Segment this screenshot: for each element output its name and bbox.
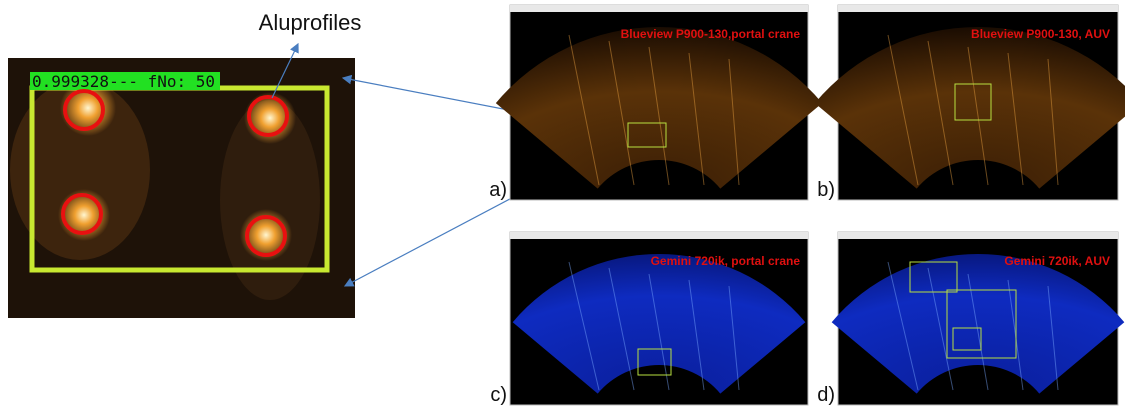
panel-caption: Gemini 720ik, AUV (1004, 254, 1110, 268)
detection-box (909, 261, 958, 293)
panel-caption: Blueview P900-130,portal crane (621, 27, 801, 41)
sonar-fan (814, 27, 1125, 189)
sonar-panel: Gemini 720ik, AUV d) (817, 231, 1125, 406)
sonar-fan (831, 254, 1125, 394)
panel-label: d) (817, 384, 835, 406)
callout-arrow (271, 42, 299, 99)
sonar-streak (648, 273, 670, 391)
sonar-streak (648, 46, 670, 186)
sonar-streak (927, 267, 954, 391)
sonar-panel: Blueview P900-130,portal crane a) (489, 4, 823, 201)
sonar-streak (728, 285, 740, 391)
title-bar (838, 232, 1118, 239)
zoom-image: 0.999328--- fNo: 50 (8, 58, 355, 318)
sonar-streak (927, 40, 954, 186)
title-bar (838, 5, 1118, 12)
sonar-streak (568, 261, 600, 391)
panel-caption: Blueview P900-130, AUV (971, 27, 1110, 41)
panel-label: b) (817, 179, 835, 201)
detection-box (954, 83, 992, 121)
sonar-streak (1007, 52, 1024, 186)
sonar-streak (887, 34, 919, 186)
sonar-streak (967, 46, 989, 186)
title-bar (510, 5, 808, 12)
sonar-streak (608, 267, 635, 391)
panels: Blueview P900-130,portal cranea)Blueview… (489, 4, 1125, 406)
panel-label: a) (489, 179, 507, 201)
sonar-streak (1047, 58, 1059, 186)
sonar-fan (495, 26, 823, 189)
sonar-streak (728, 58, 740, 186)
detection-box (946, 289, 1017, 359)
sonar-panel: Blueview P900-130, AUV b) (814, 4, 1125, 201)
sonar-streak (688, 279, 705, 391)
callout-label: Aluprofiles (259, 10, 362, 35)
detection-box (627, 122, 667, 148)
detection-box (637, 348, 672, 376)
title-bar (510, 232, 808, 239)
overlay-text: 0.999328--- fNo: 50 (32, 72, 215, 91)
sonar-streak (1047, 285, 1059, 391)
panel-caption: Gemini 720ik, portal crane (651, 254, 801, 268)
detection-box (952, 327, 982, 351)
sonar-fan (512, 254, 806, 394)
sonar-streak (967, 273, 989, 391)
sonar-streak (688, 52, 705, 186)
panel-label: c) (490, 384, 507, 406)
sonar-streak (608, 40, 635, 186)
sonar-panel: Gemini 720ik, portal crane c) (490, 231, 809, 406)
sonar-streak (568, 34, 600, 186)
sonar-streak (887, 261, 919, 391)
